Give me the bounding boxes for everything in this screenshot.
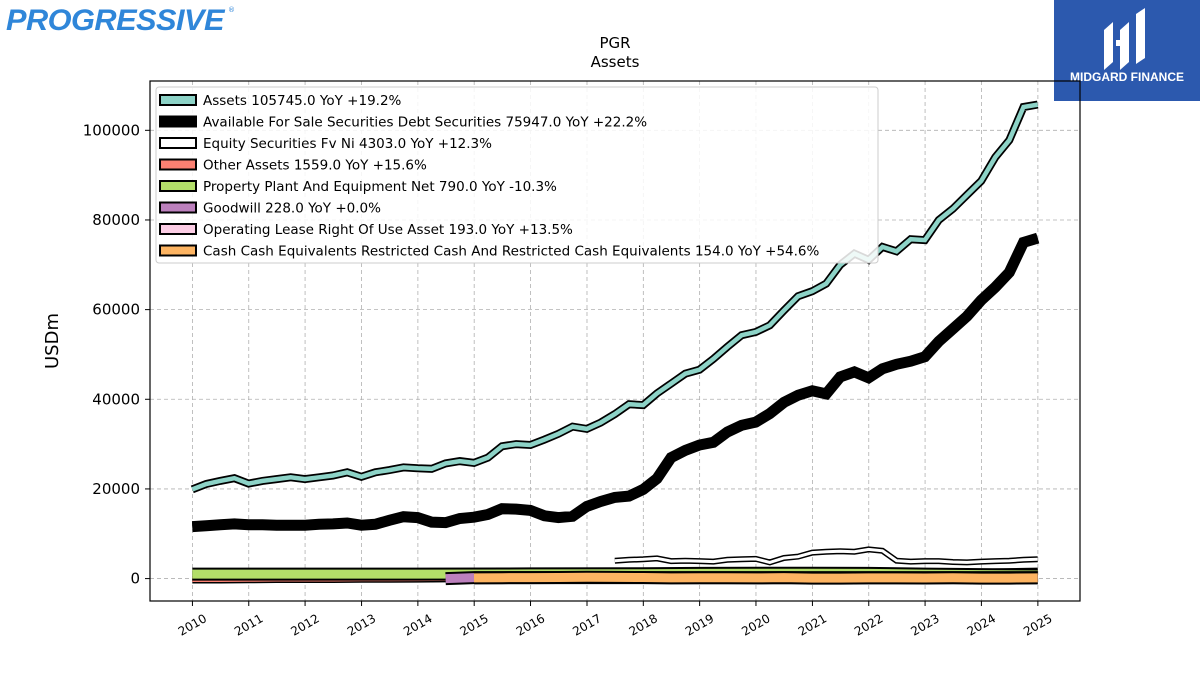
x-tick-label: 2014 <box>401 611 434 638</box>
x-tick-label: 2025 <box>1021 611 1054 638</box>
legend-item: Property Plant And Equipment Net 790.0 Y… <box>159 179 557 195</box>
x-tick-label: 2018 <box>627 611 660 638</box>
y-tick-label: 80000 <box>92 211 140 229</box>
legend-item: Other Assets 1559.0 YoY +15.6% <box>159 158 427 174</box>
x-tick-label: 2021 <box>796 611 829 638</box>
series-outline <box>191 232 1040 533</box>
legend-label: Property Plant And Equipment Net 790.0 Y… <box>203 179 557 195</box>
x-tick-label: 2023 <box>908 611 941 638</box>
series-7-line <box>473 570 1038 585</box>
series-stroke <box>473 572 1038 583</box>
midgard-finance-logo: MIDGARD FINANCE <box>1054 0 1200 101</box>
registered-mark: ® <box>228 6 235 14</box>
x-tick-label: 2012 <box>288 611 321 638</box>
chart-title: PGR <box>599 34 630 52</box>
legend-swatch <box>159 115 197 128</box>
legend-label: Goodwill 228.0 YoY +0.0% <box>203 201 381 217</box>
series-2-line <box>614 546 1038 566</box>
chart-subtitle: Assets <box>591 53 640 71</box>
series-stroke <box>191 102 1039 492</box>
x-tick-label: 2015 <box>457 611 490 638</box>
legend: Assets 105745.0 YoY +19.2% Available For … <box>155 86 879 264</box>
y-tick-label: 60000 <box>92 301 140 319</box>
midgard-logo-text: MIDGARD FINANCE <box>1070 70 1184 84</box>
legend-swatch <box>159 94 197 106</box>
legend-label: Other Assets 1559.0 YoY +15.6% <box>203 158 427 174</box>
legend-swatch <box>159 201 197 214</box>
series-0-line <box>190 100 1039 494</box>
series-1-line <box>191 232 1040 533</box>
legend-swatch <box>159 137 197 149</box>
legend-swatch <box>159 158 197 171</box>
x-tick-label: 2016 <box>514 611 547 638</box>
x-tick-label: 2024 <box>965 611 998 638</box>
midgard-emblem-icon <box>1104 8 1145 70</box>
legend-label: Assets 105745.0 YoY +19.2% <box>203 93 402 109</box>
x-tick-label: 2017 <box>570 611 603 638</box>
x-tick-label: 2020 <box>739 611 772 638</box>
x-tick-label: 2013 <box>345 611 378 638</box>
x-tick-label: 2010 <box>176 611 209 638</box>
y-tick-label: 20000 <box>92 480 140 498</box>
progressive-logo-text: PROGRESSIVE <box>6 4 226 37</box>
legend-item: Goodwill 228.0 YoY +0.0% <box>159 201 381 217</box>
x-tick-label: 2011 <box>232 611 265 638</box>
legend-swatch <box>159 223 197 235</box>
legend-box <box>155 86 879 264</box>
y-tick-label: 100000 <box>83 121 140 139</box>
legend-item: Available For Sale Securities Debt Secur… <box>159 115 647 131</box>
x-axis: 2010 2011 2012 2013 2014 2015 2016 2017 2018 2019… <box>176 601 1055 639</box>
x-tick-label: 2019 <box>683 611 716 638</box>
legend-label: Equity Securities Fv Ni 4303.0 YoY +12.3… <box>203 136 492 152</box>
series-stroke <box>192 234 1039 531</box>
legend-item: Cash Cash Equivalents Restricted Cash An… <box>159 244 820 260</box>
series-layer <box>190 100 1040 586</box>
plot-frame <box>149 80 1081 602</box>
legend-label: Operating Lease Right Of Use Asset 193.0… <box>203 222 573 238</box>
legend-swatch <box>159 244 197 257</box>
legend-label: Available For Sale Securities Debt Secur… <box>203 115 647 131</box>
y-tick-label: 0 <box>130 570 140 588</box>
legend-item: Assets 105745.0 YoY +19.2% <box>159 93 402 109</box>
y-tick-label: 40000 <box>92 390 140 408</box>
y-axis: 0 20000 40000 60000 80000 100000 <box>83 121 150 588</box>
y-axis-label: USDm <box>42 313 63 369</box>
legend-item: Operating Lease Right Of Use Asset 193.0… <box>159 222 573 238</box>
progressive-logo: PROGRESSIVE ® <box>6 2 246 42</box>
legend-label: Cash Cash Equivalents Restricted Cash An… <box>203 244 820 260</box>
legend-item: Equity Securities Fv Ni 4303.0 YoY +12.3… <box>159 136 492 152</box>
x-tick-label: 2022 <box>852 611 885 638</box>
series-stroke <box>614 547 1038 564</box>
legend-swatch <box>159 180 197 192</box>
